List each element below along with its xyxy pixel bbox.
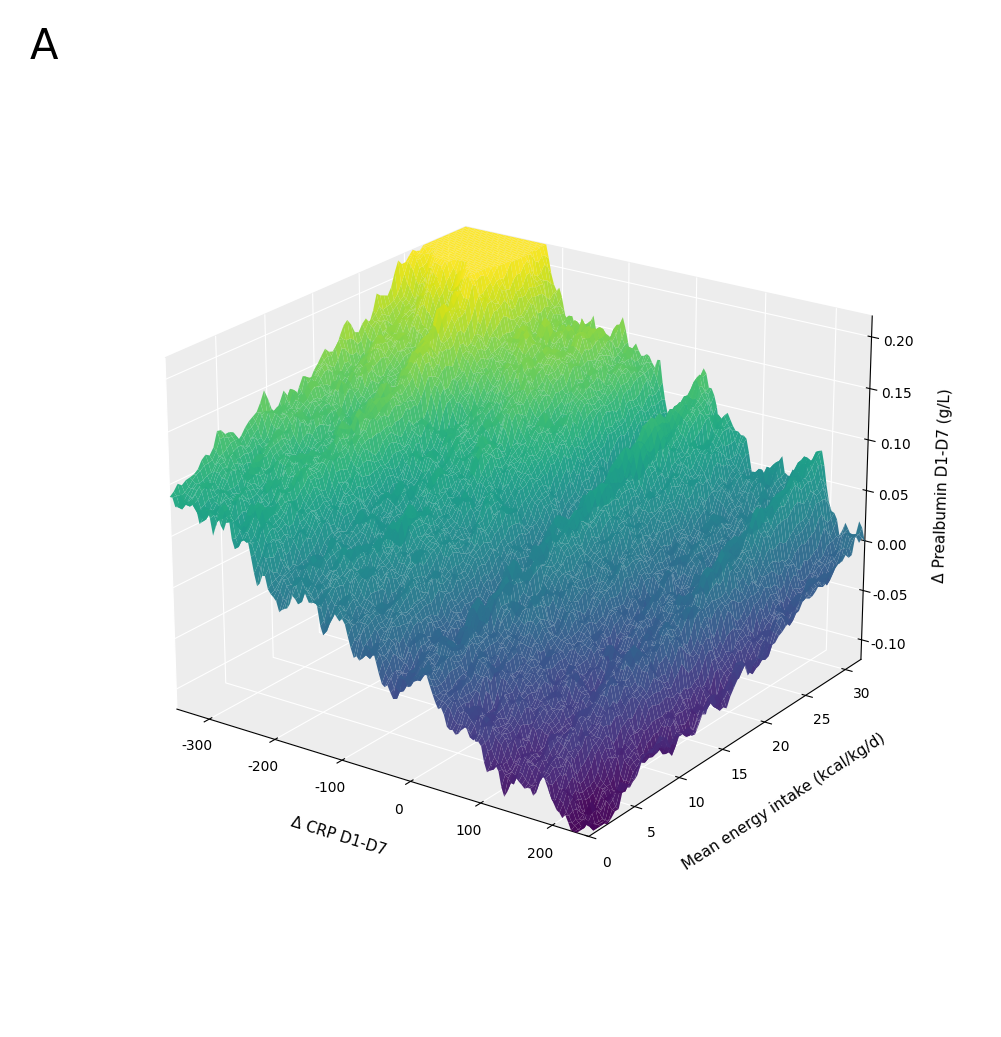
- Text: A: A: [30, 26, 58, 68]
- X-axis label: Δ CRP D1-D7: Δ CRP D1-D7: [289, 815, 387, 859]
- Y-axis label: Mean energy intake (kcal/kg/d): Mean energy intake (kcal/kg/d): [680, 731, 887, 873]
